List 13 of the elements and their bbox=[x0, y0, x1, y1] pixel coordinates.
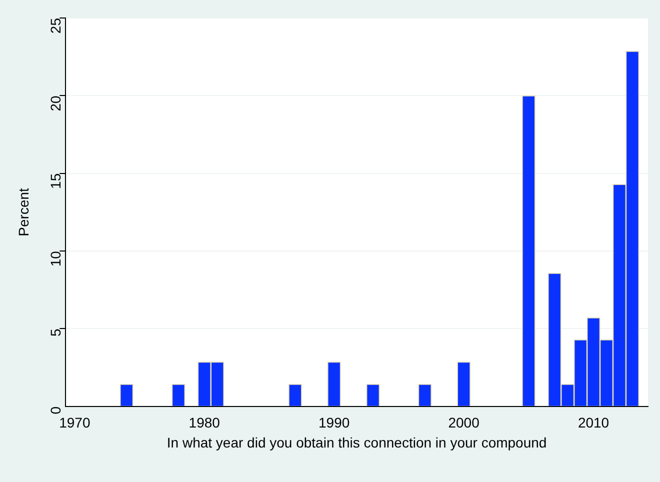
y-tick-label: 0 bbox=[47, 406, 64, 414]
x-tick-label: 2000 bbox=[448, 414, 480, 431]
y-tick-label: 10 bbox=[47, 250, 64, 267]
y-axis-title: Percent bbox=[15, 188, 32, 236]
x-tick-label: 1990 bbox=[318, 414, 350, 431]
y-tick-label: 15 bbox=[47, 173, 64, 189]
x-tick-label: 2010 bbox=[578, 414, 610, 431]
x-tick-label: 1970 bbox=[59, 414, 90, 431]
y-tick-label: 25 bbox=[47, 18, 64, 34]
y-tick-label: 20 bbox=[47, 95, 64, 112]
x-axis-title: In what year did you obtain this connection in your compound bbox=[166, 434, 547, 450]
y-tick-label: 5 bbox=[47, 328, 64, 337]
x-tick-label: 1980 bbox=[188, 414, 220, 431]
